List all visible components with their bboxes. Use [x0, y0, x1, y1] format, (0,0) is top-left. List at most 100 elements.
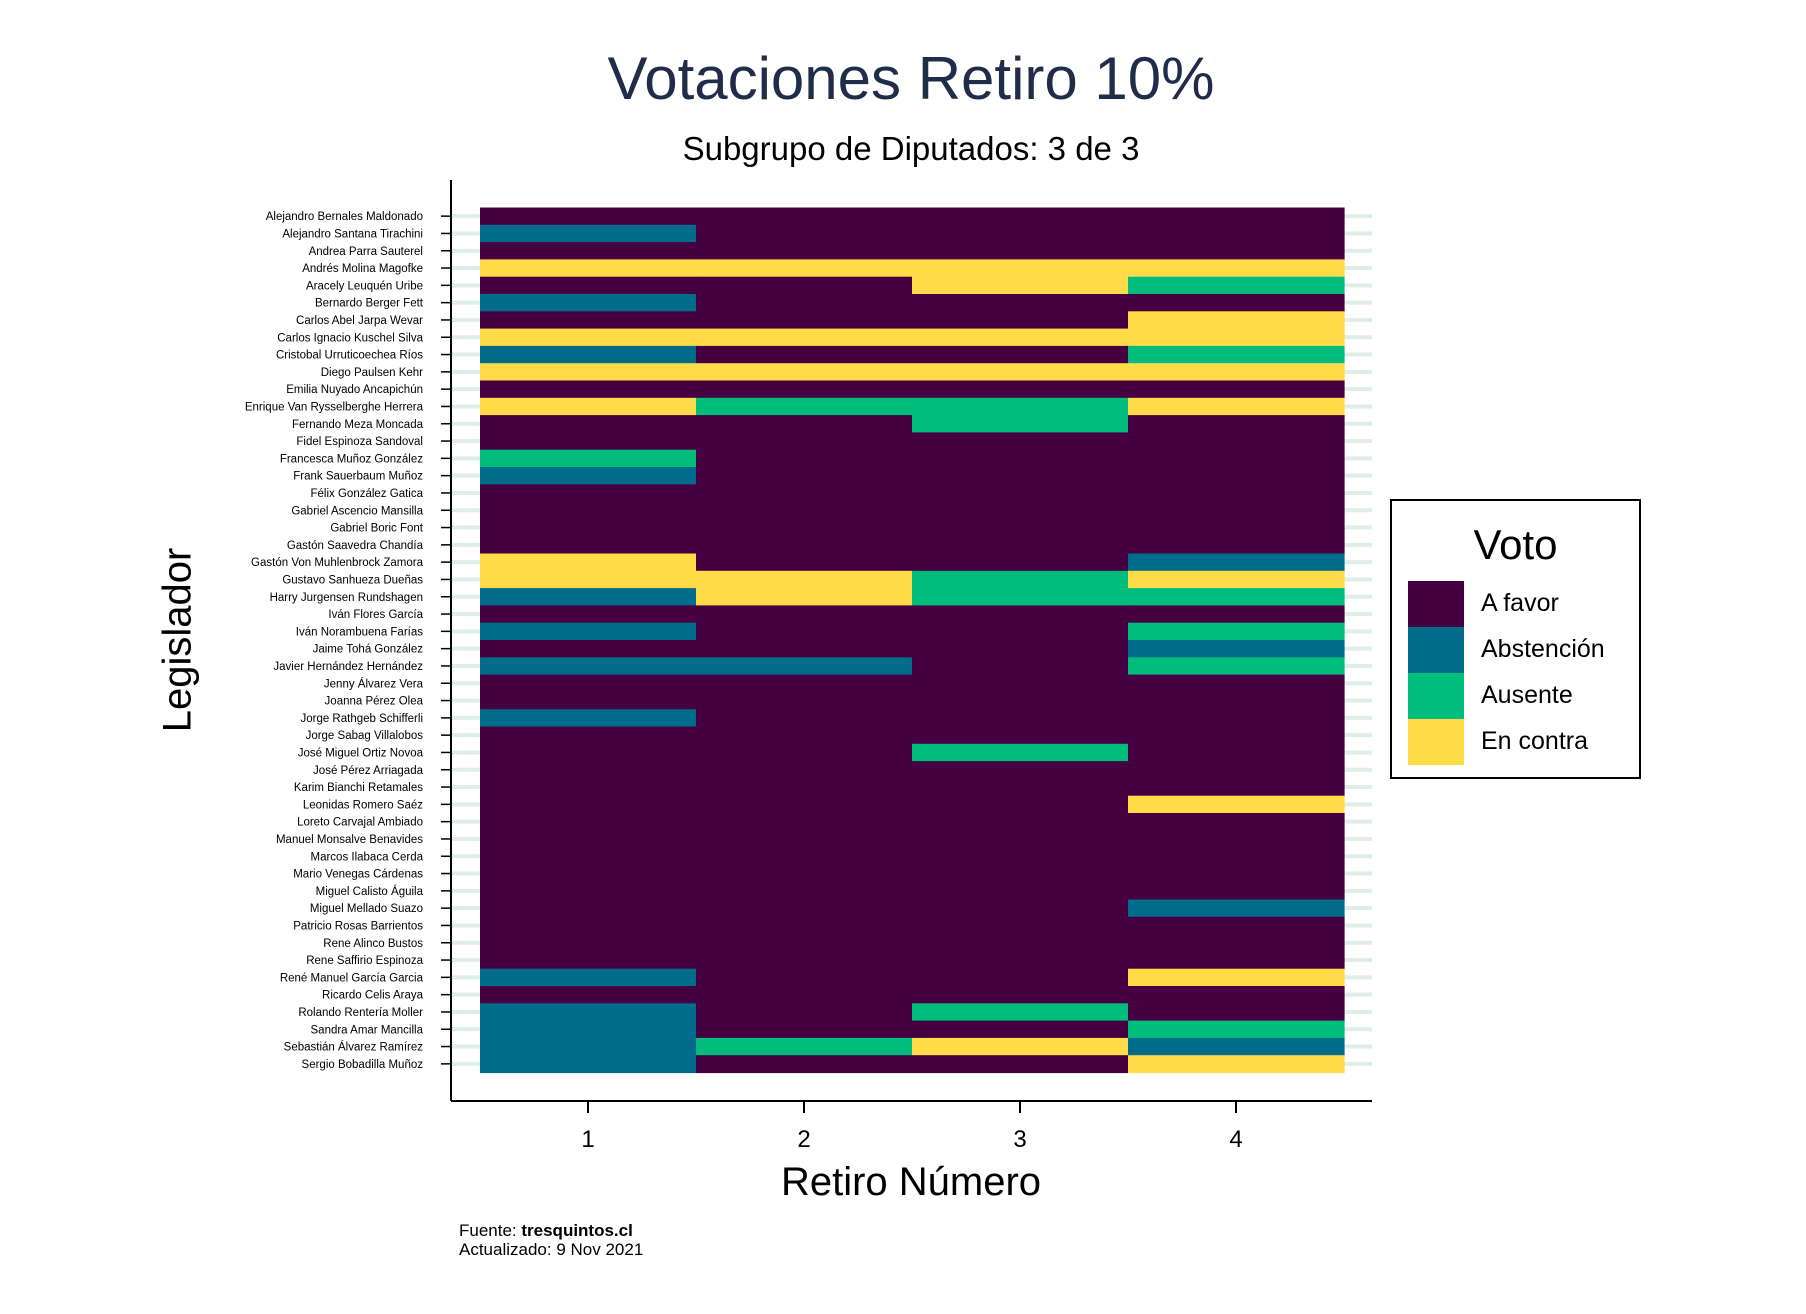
heatmap-cell — [696, 622, 913, 641]
heatmap-cell — [1128, 709, 1345, 728]
heatmap-cell — [696, 951, 913, 970]
heatmap-cell — [912, 1003, 1129, 1022]
heatmap-cell — [480, 380, 697, 399]
heatmap-cell — [696, 397, 913, 416]
heatmap-cell — [912, 951, 1129, 970]
heatmap-cell — [480, 726, 697, 745]
heatmap-cell — [480, 432, 697, 451]
heatmap-cell — [1128, 311, 1345, 330]
heatmap-cell — [1128, 640, 1345, 658]
heatmap-cell — [480, 1055, 697, 1074]
heatmap-cell — [1128, 605, 1345, 624]
heatmap-cell — [912, 588, 1129, 606]
heatmap-cell — [480, 363, 697, 382]
source-prefix: Fuente: — [459, 1221, 522, 1240]
y-tick-label-gaston-saavedra-chandia: Gastón Saavedra Chandía — [287, 540, 424, 552]
y-tick-label-jaime-toha-gonzalez: Jaime Tohá González — [313, 644, 424, 656]
heatmap-cell — [696, 1003, 913, 1022]
y-tick-label-cristobal-urruticoechea-rios: Cristobal Urruticoechea Ríos — [276, 350, 423, 362]
heatmap-cell — [480, 968, 697, 987]
heatmap-cell — [1128, 501, 1345, 520]
heatmap-cell — [480, 242, 697, 260]
y-tick-label-sergio-bobadilla-munoz: Sergio Bobadilla Muñoz — [302, 1059, 424, 1071]
y-tick-label-javier-hernandez-hernandez: Javier Hernández Hernández — [273, 661, 423, 673]
y-tick-label-jorge-rathgeb-schifferli: Jorge Rathgeb Schifferli — [300, 713, 423, 725]
heatmap-cell — [912, 242, 1129, 260]
heatmap-cell — [1128, 1020, 1345, 1039]
heatmap-cell — [1128, 968, 1345, 987]
heatmap-cell — [480, 882, 697, 901]
x-tick-label-1: 1 — [581, 1126, 594, 1153]
y-tick-label-jenny-alvarez-vera: Jenny Álvarez Vera — [324, 677, 424, 690]
y-tick-label-gaston-von-muhlenbrock-zamora: Gastón Von Muhlenbrock Zamora — [251, 557, 424, 569]
heatmap-cell — [912, 294, 1129, 312]
y-tick-label-francesca-munoz-gonzalez: Francesca Muñoz González — [280, 453, 423, 465]
heatmap-cell — [912, 380, 1129, 399]
heatmap-cell — [696, 484, 913, 503]
heatmap-cell — [480, 622, 697, 641]
heatmap-cell — [1128, 259, 1345, 278]
heatmap-cell — [696, 415, 913, 433]
heatmap-cell — [912, 882, 1129, 901]
y-tick-label-ivan-norambuena-farias: Iván Norambuena Farías — [296, 626, 423, 638]
heatmap-cell — [1128, 276, 1345, 295]
source-note: Fuente: tresquintos.cl Actualizado: 9 No… — [459, 1221, 643, 1259]
heatmap-cell — [480, 743, 697, 762]
heatmap-cell — [696, 743, 913, 762]
heatmap-cell — [1128, 778, 1345, 797]
heatmap-cell — [696, 570, 913, 589]
heatmap-cell — [696, 778, 913, 797]
heatmap-cell — [696, 467, 913, 485]
updated-line: Actualizado: 9 Nov 2021 — [459, 1240, 644, 1259]
heatmap-cell — [480, 864, 697, 883]
heatmap-cell — [480, 570, 697, 589]
heatmap-cell — [1128, 899, 1345, 918]
heatmap-cell — [696, 761, 913, 779]
heatmap-cell — [912, 778, 1129, 797]
heatmap-cell — [912, 1037, 1129, 1056]
y-tick-labels: Alejandro Bernales Maldonado Alejandro Sa… — [245, 211, 424, 1071]
y-tick-label-fernando-meza-moncada: Fernando Meza Moncada — [292, 419, 424, 431]
heatmap-cell — [480, 657, 697, 676]
x-tick-label-2: 2 — [797, 1126, 810, 1153]
y-tick-label-emilia-nuyado-ancapichun: Emilia Nuyado Ancapichún — [286, 384, 423, 396]
heatmap-cell — [1128, 743, 1345, 762]
y-tick-label-carlos-ignacio-kuschel-silva: Carlos Ignacio Kuschel Silva — [277, 332, 423, 344]
y-tick-label-gabriel-ascencio-mansilla: Gabriel Ascencio Mansilla — [291, 505, 423, 517]
heatmap-cell — [696, 501, 913, 520]
heatmap-cell — [696, 553, 913, 572]
heatmap-cell — [912, 605, 1129, 624]
heatmap-cell — [912, 640, 1129, 658]
heatmap-cell — [480, 415, 697, 433]
heatmap-cell — [912, 830, 1129, 849]
heatmap-cell — [1128, 1037, 1345, 1056]
y-tick-label-leonidas-romero-saez: Leonidas Romero Saéz — [303, 799, 423, 811]
y-tick-label-alejandro-bernales-maldonado: Alejandro Bernales Maldonado — [266, 211, 423, 223]
heatmap-cell — [1128, 224, 1345, 243]
heatmap-cell — [696, 449, 913, 468]
heatmap-cell — [480, 830, 697, 849]
heatmap-cell — [912, 726, 1129, 745]
legend-label-a-favor: A favor — [1481, 589, 1559, 617]
y-tick-label-karim-bianchi-retamales: Karim Bianchi Retamales — [294, 782, 423, 794]
heatmap-cell — [696, 674, 913, 693]
legend-label-en-contra: En contra — [1481, 727, 1589, 755]
heatmap-cell — [696, 536, 913, 555]
source-site: tresquintos.cl — [521, 1221, 633, 1240]
x-tick-label-3: 3 — [1013, 1126, 1026, 1153]
heatmap-cell — [480, 778, 697, 797]
heatmap-cell — [912, 968, 1129, 987]
heatmap-cell — [480, 1037, 697, 1056]
heatmap-cell — [1128, 397, 1345, 416]
legend-label-ausente: Ausente — [1481, 681, 1573, 709]
heatmap-cell — [912, 518, 1129, 537]
heatmap-cell — [696, 934, 913, 952]
heatmap-cell — [480, 709, 697, 728]
heatmap-cell — [696, 899, 913, 918]
heatmap-cell — [1128, 795, 1345, 814]
heatmap-cell — [696, 830, 913, 849]
y-tick-label-mario-venegas-cardenas: Mario Venegas Cárdenas — [293, 869, 423, 881]
heatmap-cell — [912, 864, 1129, 883]
y-tick-label-ivan-flores-garcia: Iván Flores García — [328, 609, 423, 621]
y-tick-label-rolando-renteria-moller: Rolando Rentería Moller — [298, 1007, 423, 1019]
